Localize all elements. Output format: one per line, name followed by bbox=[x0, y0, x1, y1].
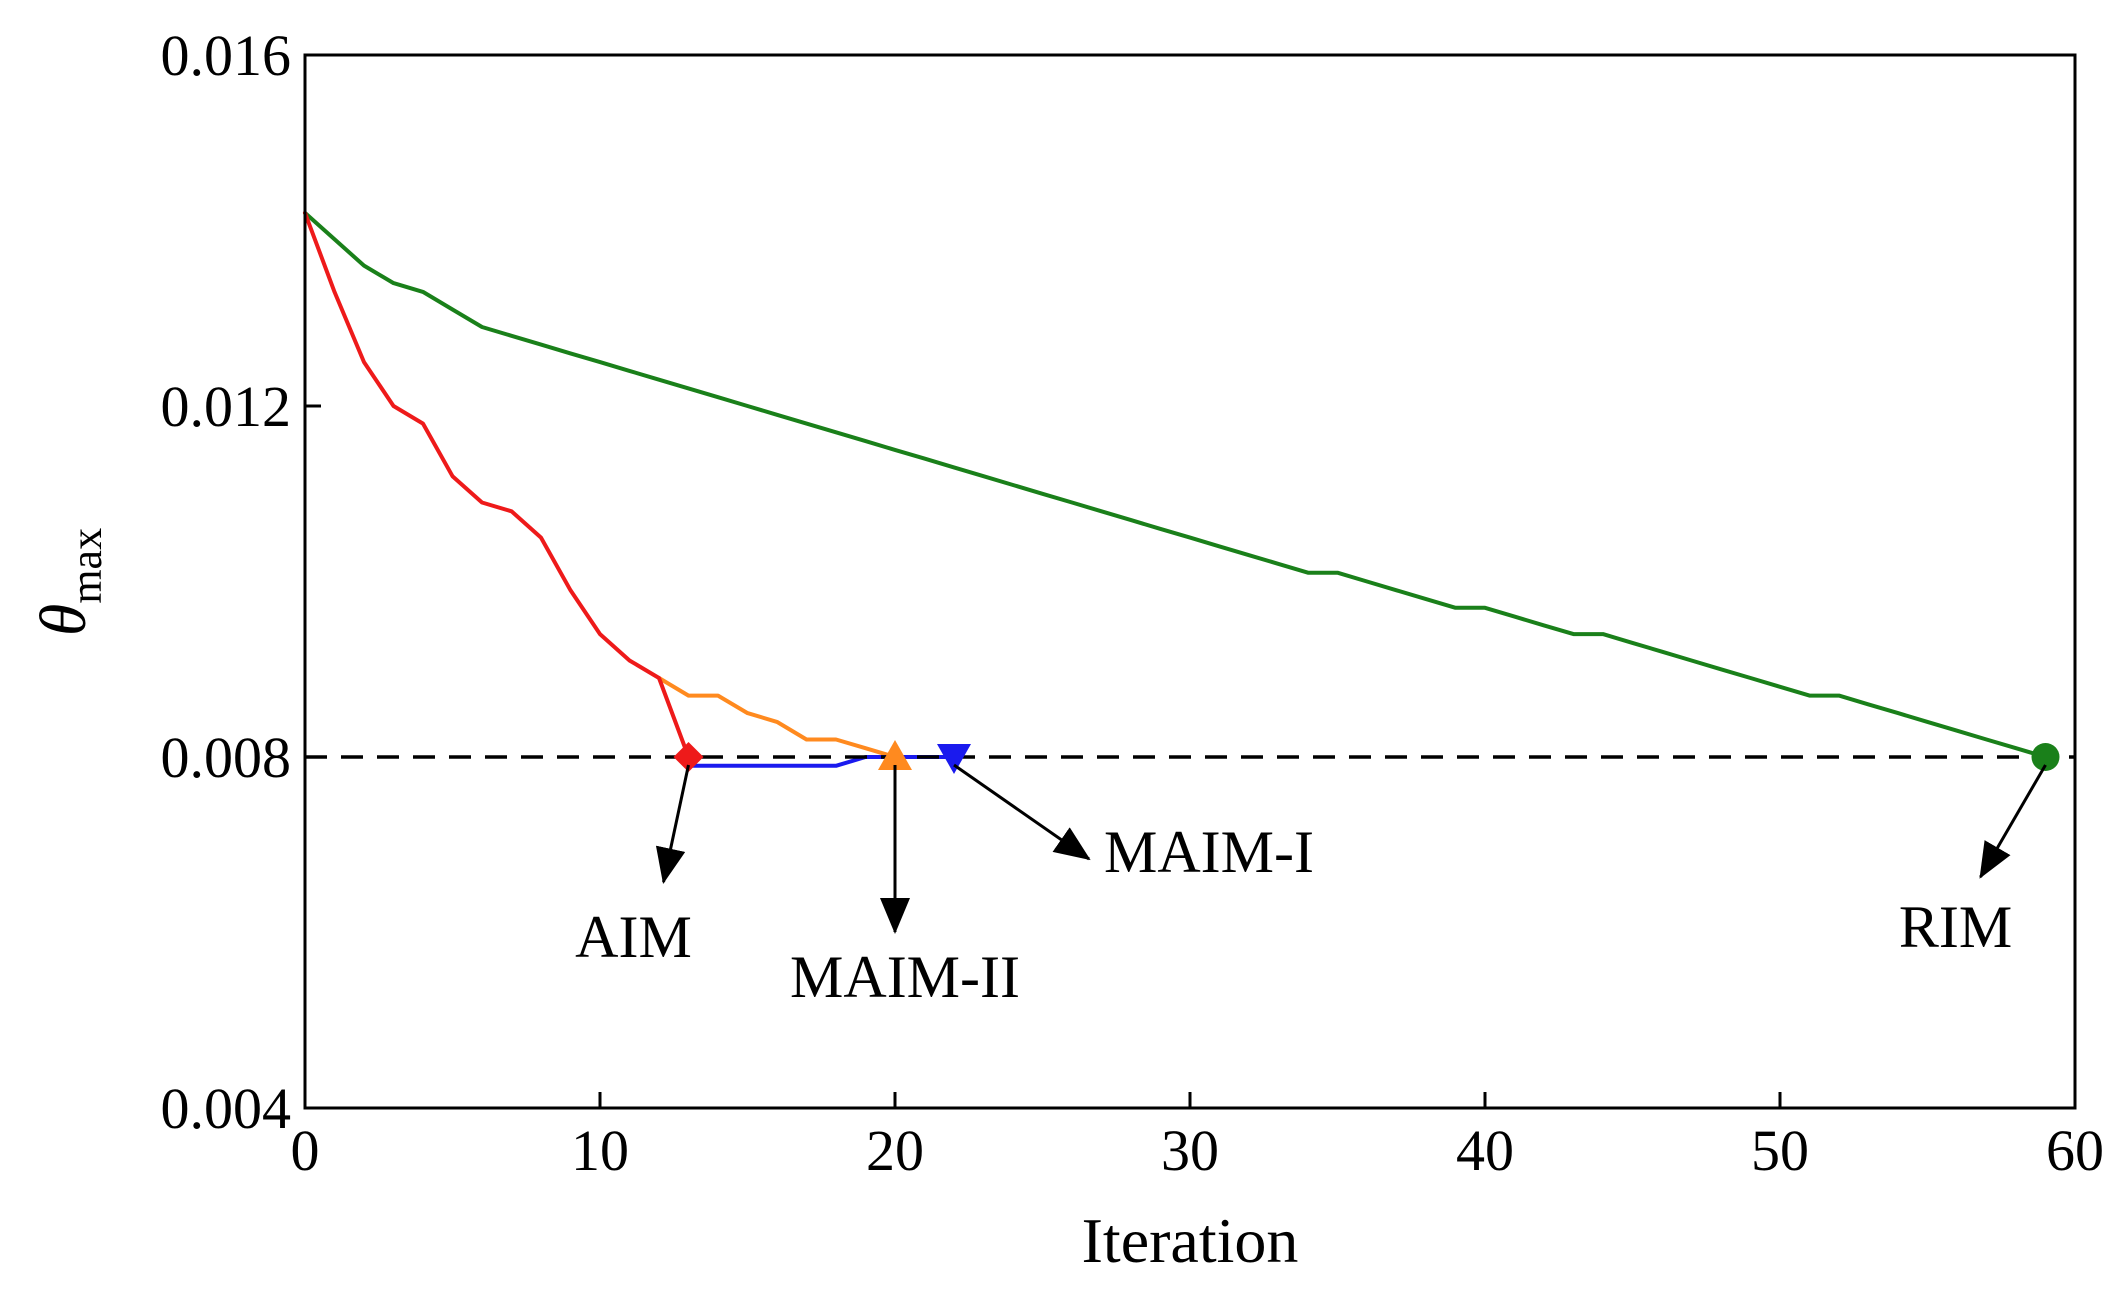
x-tick-label: 40 bbox=[1456, 1118, 1514, 1183]
annotation-label-rim: RIM bbox=[1899, 894, 2012, 960]
x-tick-label: 30 bbox=[1161, 1118, 1219, 1183]
x-tick-label: 60 bbox=[2046, 1118, 2104, 1183]
series-line-maim-i bbox=[686, 755, 956, 768]
axes-layer: 0 10 20 30 40 50 60 0.004 0.008 0.012 0.016 bbox=[161, 23, 2105, 1183]
series-line-rim bbox=[303, 210, 2048, 759]
y-axis-title: θmax bbox=[27, 528, 111, 636]
y-axis-title-subscript: max bbox=[62, 528, 111, 604]
marker-aim bbox=[673, 742, 704, 772]
marker-layer bbox=[673, 740, 2060, 774]
series-line-maim-ii bbox=[657, 676, 897, 759]
annotation-layer: AIM MAIM-II MAIM-I RIM bbox=[575, 763, 2047, 1010]
series-line-aim bbox=[303, 210, 691, 759]
y-tick-label: 0.004 bbox=[161, 1076, 292, 1141]
annotation-label-maim-ii: MAIM-II bbox=[790, 944, 1020, 1010]
y-tick-label: 0.016 bbox=[161, 23, 292, 88]
y-tick-label: 0.012 bbox=[161, 374, 292, 439]
x-tick-label: 20 bbox=[866, 1118, 924, 1183]
y-axis-title-symbol: θ bbox=[27, 604, 100, 636]
plot-frame bbox=[303, 53, 2077, 1110]
marker-maim-ii bbox=[878, 740, 912, 770]
annotation-arrow-maim-i bbox=[953, 763, 1091, 861]
y-tick-label: 0.008 bbox=[161, 725, 292, 790]
annotation-arrow-aim bbox=[655, 764, 690, 884]
annotation-label-maim-i: MAIM-I bbox=[1104, 819, 1314, 885]
marker-maim-i bbox=[937, 744, 971, 774]
annotation-label-aim: AIM bbox=[575, 904, 692, 970]
series-layer bbox=[303, 210, 2048, 768]
marker-rim bbox=[2031, 743, 2060, 771]
x-tick-label: 50 bbox=[1751, 1118, 1809, 1183]
x-tick-label: 10 bbox=[571, 1118, 629, 1183]
x-tick-label: 0 bbox=[291, 1118, 320, 1183]
svg-text:θmax: θmax bbox=[27, 528, 111, 636]
x-axis-title: Iteration bbox=[1082, 1205, 1299, 1276]
annotation-arrow-rim bbox=[1979, 764, 2047, 879]
